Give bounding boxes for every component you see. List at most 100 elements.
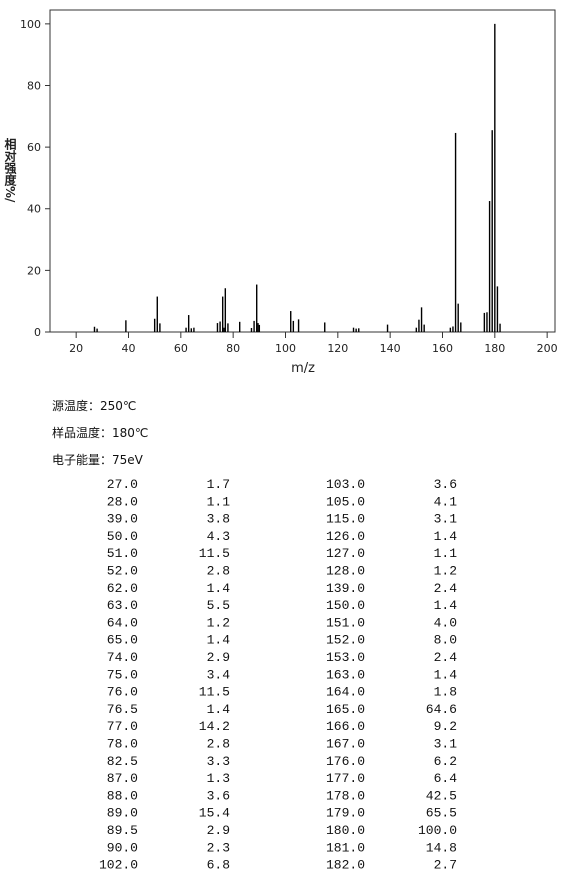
peak [223,327,225,332]
condition: 电子能量：75eV [52,453,144,467]
peak [190,328,192,332]
mz-cell: 167.0 [326,737,365,752]
intensity-cell: 15.4 [199,806,230,821]
peak [258,324,261,332]
peak [460,322,462,332]
intensity-cell: 1.4 [207,581,231,596]
intensity-cell: 1.2 [207,615,230,630]
x-axis-label: m/z [291,361,315,376]
peak [125,320,127,332]
intensity-cell: 65.5 [426,806,457,821]
peak [496,286,499,332]
x-tick-label: 20 [69,342,83,355]
y-tick-label: 40 [27,203,41,216]
intensity-cell: 1.4 [434,667,458,682]
intensity-cell: 4.3 [207,529,230,544]
mz-cell: 178.0 [326,788,365,803]
mz-cell: 153.0 [326,650,365,665]
peak-table: 27.0 1.7 28.0 1.1 39.0 3.8 50.0 4.3 51.0 11.5 52.0… [99,477,457,873]
x-tick-label: 200 [537,342,558,355]
peak [224,288,227,332]
peak [290,311,292,332]
intensity-cell: 6.2 [434,754,457,769]
intensity-cell: 11.5 [199,685,230,700]
y-axis-label: 相对强度%/ [3,137,17,203]
mz-cell: 82.5 [107,754,138,769]
intensity-cell: 8.0 [434,633,457,648]
intensity-cell: 6.8 [207,858,230,873]
intensity-cell: 2.4 [434,650,458,665]
x-tick-label: 120 [327,342,348,355]
conditions: 源温度：250℃ 样品温度：180℃ 电子能量：75eV [52,398,148,467]
y-tick-label: 80 [27,79,41,92]
intensity-cell: 2.8 [207,737,230,752]
mz-cell: 28.0 [107,494,138,509]
mz-cell: 89.5 [107,823,138,838]
mz-cell: 103.0 [326,477,365,492]
mz-cell: 78.0 [107,737,138,752]
x-tick-label: 40 [121,342,135,355]
x-tick-label: 100 [275,342,296,355]
mz-cell: 87.0 [107,771,138,786]
peak [239,321,241,332]
intensity-cell: 1.3 [207,771,230,786]
mz-cell: 90.0 [107,840,138,855]
intensity-cell: 1.2 [434,564,457,579]
mz-cell: 164.0 [326,685,365,700]
intensity-cell: 2.7 [434,858,457,873]
intensity-cell: 1.1 [434,546,458,561]
condition: 源温度：250℃ [52,398,136,413]
mz-cell: 39.0 [107,512,138,527]
mz-cell: 150.0 [326,598,365,613]
mz-cell: 62.0 [107,581,138,596]
plot-frame [49,9,556,333]
mz-cell: 166.0 [326,719,365,734]
peak [352,327,355,332]
mz-cell: 88.0 [107,788,138,803]
mz-cell: 128.0 [326,564,365,579]
mz-cell: 165.0 [326,702,365,717]
mz-cell: 51.0 [107,546,138,561]
mz-cell: 115.0 [326,512,365,527]
mz-cell: 64.0 [107,615,138,630]
intensity-cell: 3.1 [434,512,458,527]
peak [449,327,452,332]
intensity-cell: 1.4 [434,598,458,613]
y-tick-label: 60 [27,141,41,154]
mz-cell: 127.0 [326,546,365,561]
x-tick-label: 180 [484,342,505,355]
intensity-cell: 11.5 [199,546,230,561]
peak [457,303,459,332]
intensity-cell: 4.0 [434,615,457,630]
mz-cell: 163.0 [326,667,365,682]
peak [253,320,255,332]
peak [292,320,295,332]
peak [187,315,190,332]
peak [219,321,221,332]
y-tick-label: 100 [20,18,41,31]
peak [297,319,300,332]
mz-cell: 75.0 [107,667,138,682]
mz-cell: 52.0 [107,564,138,579]
mz-cell: 177.0 [326,771,365,786]
mz-cell: 27.0 [107,477,138,492]
intensity-cell: 1.4 [207,702,231,717]
peak [499,323,501,332]
mz-cell: 180.0 [326,823,365,838]
mz-cell: 74.0 [107,650,138,665]
peak [159,323,161,332]
mz-cell: 152.0 [326,633,365,648]
intensity-cell: 42.5 [426,788,457,803]
peak [386,324,389,332]
peak [423,324,425,332]
x-tick-label: 160 [432,342,453,355]
mz-cell: 179.0 [326,806,365,821]
peak [221,296,224,332]
peak [494,23,496,332]
mz-cell: 63.0 [107,598,138,613]
peak [452,326,454,332]
intensity-cell: 1.7 [207,477,230,492]
intensity-cell: 9.2 [434,719,457,734]
peak [250,327,253,332]
